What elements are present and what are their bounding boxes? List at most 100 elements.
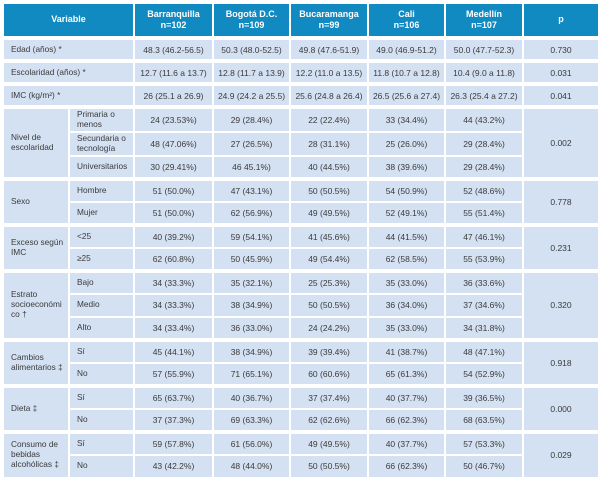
variable-sub-label: Sí: [68, 429, 135, 456]
value-cell: 51 (50.0%): [133, 200, 214, 226]
table-row: Secundaria o tecnología 48 (47.06%) 27 (26…: [3, 130, 599, 157]
value-cell: 25 (25.3%): [289, 268, 369, 295]
table-row: Escolaridad (años) * 12.7 (11.6 a 13.7) 12…: [2, 59, 600, 85]
value-cell: 52 (48.6%): [444, 176, 524, 203]
value-cell: 44 (41.5%): [367, 222, 446, 249]
value-cell: 35 (32.1%): [212, 268, 291, 295]
p-value-cell: 0.031: [522, 59, 600, 85]
value-cell: 39 (39.4%): [289, 337, 369, 364]
value-cell: 36 (33.6%): [444, 268, 524, 295]
value-cell: 50 (50.5%): [289, 453, 369, 479]
value-cell: 62 (58.5%): [367, 246, 446, 272]
value-cell: 48 (47.06%): [133, 130, 214, 157]
value-cell: 50 (50.5%): [289, 292, 369, 318]
header-cell-city: Bucaramanga n=99: [289, 2, 369, 39]
value-cell: 57 (53.3%): [444, 429, 524, 456]
variable-sub-label: No: [68, 453, 135, 479]
table-row: ≥25 62 (60.8%) 50 (45.9%) 49 (54.4%) 62 (58.…: [3, 246, 599, 272]
table-row: No 57 (55.9%) 71 (65.1%) 60 (60.6%) 65 (61.3…: [3, 361, 599, 387]
value-cell: 50 (45.9%): [212, 246, 291, 272]
variable-label: Edad (años) *: [2, 36, 135, 62]
variable-sub-label: No: [68, 407, 135, 433]
value-cell: 34 (33.3%): [133, 292, 214, 318]
value-cell: 25.6 (24.8 a 26.4): [289, 82, 369, 108]
value-cell: 26.3 (25.4 a 27.2): [444, 82, 524, 108]
table-row: Consumo de bebidas alcohólicas ‡ Sí 59 (57…: [2, 429, 600, 479]
value-cell: 50.0 (47.7-52.3): [444, 36, 524, 62]
table-row: Alto 34 (33.4%) 36 (33.0%) 24 (24.2%) 35 (33…: [3, 315, 599, 341]
variable-sub-label: Hombre: [68, 176, 135, 203]
p-value-cell: 0.002: [522, 105, 600, 180]
value-cell: 11.8 (10.7 a 12.8): [367, 59, 446, 85]
table-row: Medio 34 (33.3%) 38 (34.9%) 50 (50.5%) 36 (3…: [3, 292, 599, 318]
value-cell: 71 (65.1%): [212, 361, 291, 387]
city-sample-size: n=102: [160, 20, 187, 30]
value-cell: 50 (46.7%): [444, 453, 524, 479]
city-sample-size: n=109: [238, 20, 265, 30]
value-cell: 10.4 (9.0 a 11.8): [444, 59, 524, 85]
variable-group-label: Exceso según IMC: [2, 222, 70, 272]
table-body: Edad (años) * 48.3 (46.2-56.5) 50.3 (48.0-…: [2, 36, 600, 479]
header-cell-city: Cali n=106: [367, 2, 446, 39]
value-cell: 28 (31.1%): [289, 130, 369, 157]
value-cell: 49.0 (46.9-51.2): [367, 36, 446, 62]
city-name: Barranquilla: [147, 8, 200, 19]
variable-sub-label: Primaria o menos: [68, 105, 135, 133]
value-cell: 38 (34.9%): [212, 292, 291, 318]
table-row: Cambios alimentarios ‡ Sí 45 (44.1%) 38 (34…: [2, 337, 600, 387]
variable-group-label: Dieta ‡: [2, 383, 70, 433]
table-row: Mujer 51 (50.0%) 62 (56.9%) 49 (49.5%) 52 (4…: [3, 200, 599, 226]
value-cell: 51 (50.0%): [133, 176, 214, 203]
table-row: Universitarios 30 (29.41%) 46 45.1%) 40 (44…: [3, 154, 599, 180]
variable-group-label: Nivel de escolaridad: [2, 105, 70, 180]
city-name: Bogotá D.C.: [225, 8, 278, 19]
value-cell: 59 (54.1%): [212, 222, 291, 249]
variable-sub-label: Mujer: [68, 200, 135, 226]
value-cell: 49.8 (47.6-51.9): [289, 36, 369, 62]
value-cell: 40 (44.5%): [289, 154, 369, 180]
value-cell: 24.9 (24.2 a 25.5): [212, 82, 291, 108]
table-row: Edad (años) * 48.3 (46.2-56.5) 50.3 (48.0-…: [2, 36, 600, 62]
variable-sub-label: Universitarios: [68, 154, 135, 180]
value-cell: 48 (44.0%): [212, 453, 291, 479]
value-cell: 65 (63.7%): [133, 383, 214, 410]
variable-sub-label: Sí: [68, 383, 135, 410]
value-cell: 39 (36.5%): [444, 383, 524, 410]
value-cell: 62 (56.9%): [212, 200, 291, 226]
variable-sub-label: Bajo: [68, 268, 135, 295]
value-cell: 47 (46.1%): [444, 222, 524, 249]
variable-sub-label: Secundaria o tecnología: [68, 130, 135, 157]
value-cell: 38 (39.6%): [367, 154, 446, 180]
variable-group-label: Estrato socioeconómico †: [2, 268, 70, 341]
value-cell: 49 (49.5%): [289, 200, 369, 226]
value-cell: 48.3 (46.2-56.5): [133, 36, 214, 62]
value-cell: 43 (42.2%): [133, 453, 214, 479]
variable-group-label: Consumo de bebidas alcohólicas ‡: [2, 429, 70, 479]
value-cell: 30 (29.41%): [133, 154, 214, 180]
value-cell: 50 (50.5%): [289, 176, 369, 203]
table-row: Nivel de escolaridad Primaria o menos 24 (…: [2, 105, 600, 180]
value-cell: 36 (34.0%): [367, 292, 446, 318]
city-sample-size: n=107: [471, 20, 497, 30]
value-cell: 12.8 (11.7 a 13.9): [212, 59, 291, 85]
variable-label: IMC (kg/m²) *: [2, 82, 135, 108]
value-cell: 34 (31.8%): [444, 315, 524, 341]
city-sample-size: n=106: [393, 20, 420, 30]
value-cell: 52 (49.1%): [367, 200, 446, 226]
table-row: Dieta ‡ Sí 65 (63.7%) 40 (36.7%) 37 (37.4%) 4…: [2, 383, 600, 433]
p-value-cell: 0.041: [522, 82, 600, 108]
variable-group-label: Cambios alimentarios ‡: [2, 337, 70, 387]
header-cell-variable: Variable: [2, 2, 135, 39]
value-cell: 12.2 (11.0 a 13.5): [289, 59, 369, 85]
value-cell: 22 (22.4%): [289, 105, 369, 133]
value-cell: 47 (43.1%): [212, 176, 291, 203]
city-sample-size: n=99: [318, 20, 340, 30]
header-cell-city: Medellín n=107: [444, 2, 524, 39]
variable-sub-label: Medio: [68, 292, 135, 318]
value-cell: 68 (63.5%): [444, 407, 524, 433]
value-cell: 49 (54.4%): [289, 246, 369, 272]
value-cell: 57 (55.9%): [133, 361, 214, 387]
value-cell: 66 (62.3%): [367, 453, 446, 479]
value-cell: 65 (61.3%): [367, 361, 446, 387]
value-cell: 35 (33.0%): [367, 268, 446, 295]
